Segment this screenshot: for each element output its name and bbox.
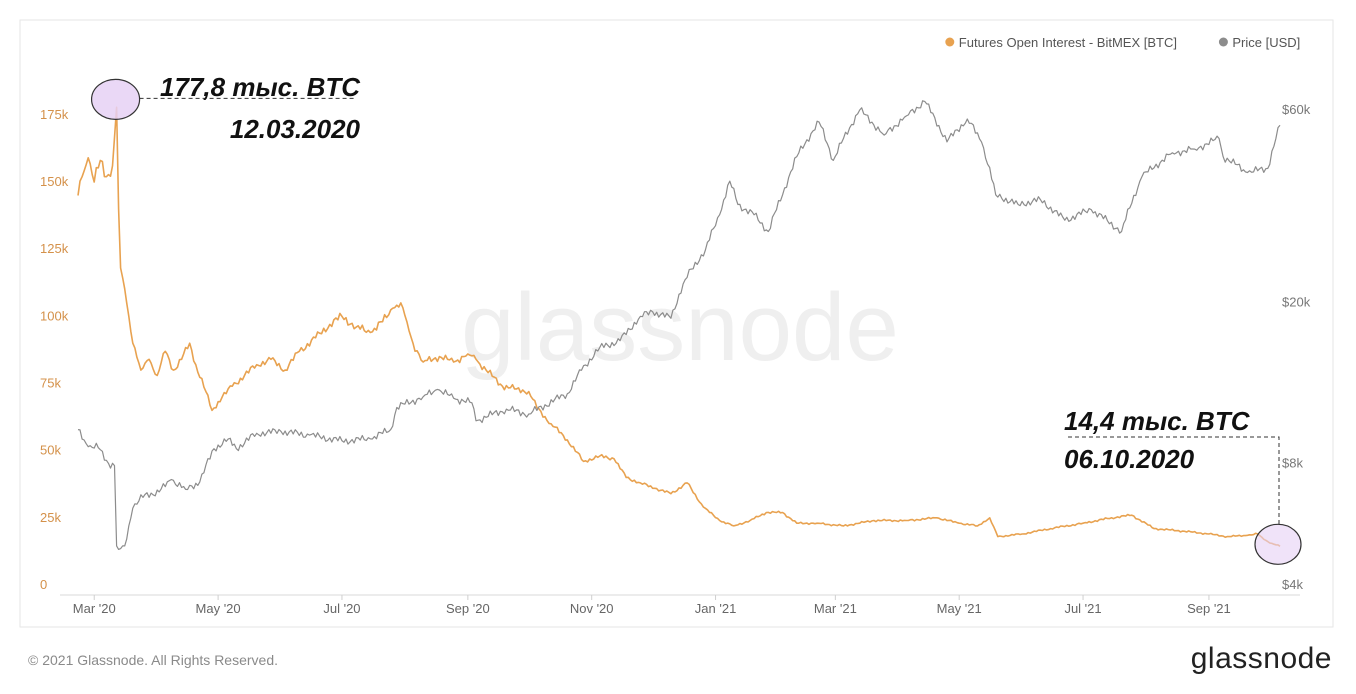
x-tick-label: Nov '20 <box>570 601 614 616</box>
price-series-line <box>77 100 1281 550</box>
open-interest-series-line <box>77 106 1281 547</box>
x-tick-label: May '21 <box>937 601 982 616</box>
x-tick-label: Sep '20 <box>446 601 490 616</box>
y-right-tick-label: $20k <box>1282 295 1311 310</box>
y-left-tick-label: 175k <box>40 107 69 122</box>
latest-annotation-value: 14,4 тыс. BTC <box>1064 406 1251 436</box>
peak-highlight-circle <box>90 78 141 120</box>
footer-logo: glassnode <box>1190 642 1332 675</box>
footer-copyright: © 2021 Glassnode. All Rights Reserved. <box>28 652 279 668</box>
y-left-tick-label: 25k <box>40 510 61 525</box>
y-left-tick-label: 50k <box>40 443 61 458</box>
x-tick-label: May '20 <box>196 601 241 616</box>
x-tick-label: Sep '21 <box>1187 601 1231 616</box>
chart-frame <box>19 19 1334 628</box>
x-tick-label: Jan '21 <box>695 601 737 616</box>
peak-annotation-value: 177,8 тыс. BTC <box>160 72 361 102</box>
latest-highlight-circle <box>1254 523 1302 565</box>
latest-leader-line <box>1068 436 1280 525</box>
y-right-tick-label: $4k <box>1282 577 1303 592</box>
legend-label: Price [USD] <box>1232 35 1300 50</box>
legend-label: Futures Open Interest - BitMEX [BTC] <box>959 35 1177 50</box>
x-tick-label: Mar '20 <box>73 601 116 616</box>
chart-watermark: glassnode <box>461 274 899 381</box>
y-left-tick-label: 150k <box>40 174 69 189</box>
y-left-tick-label: 125k <box>40 241 69 256</box>
latest-annotation-date: 06.10.2020 <box>1064 444 1195 474</box>
y-left-tick-label: 100k <box>40 308 69 323</box>
y-right-tick-label: $60k <box>1282 102 1311 117</box>
legend-swatch <box>945 37 955 47</box>
y-left-tick-label: 0 <box>40 577 47 592</box>
peak-annotation-date: 12.03.2020 <box>230 114 361 144</box>
y-left-tick-label: 75k <box>40 376 61 391</box>
x-tick-label: Mar '21 <box>814 601 857 616</box>
legend-swatch <box>1218 37 1228 47</box>
x-tick-label: Jul '21 <box>1064 601 1101 616</box>
x-tick-label: Jul '20 <box>323 601 360 616</box>
y-right-tick-label: $8k <box>1282 455 1303 470</box>
